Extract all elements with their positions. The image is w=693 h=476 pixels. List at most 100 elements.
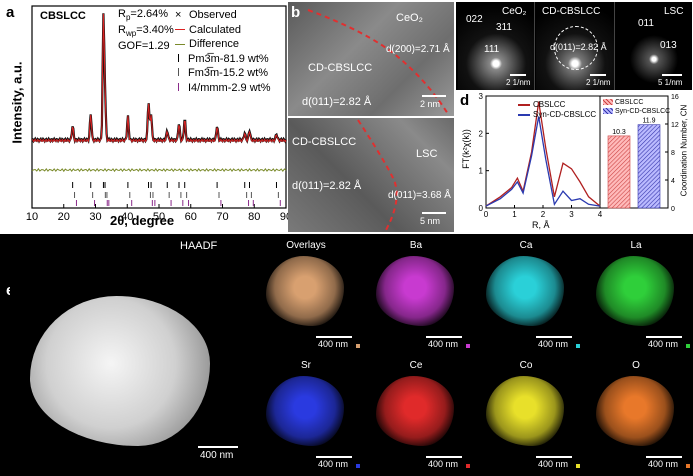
eds-scale-bar <box>426 456 462 458</box>
cdcbslcc-label-b2: CD-CBSLCC <box>292 136 357 148</box>
eds-tile-ce: Ce 400 nm <box>362 356 470 472</box>
xrd-ylabel: Intensity, a.u. <box>9 61 25 144</box>
xrd-x-tick-label: 80 <box>248 211 260 223</box>
cn-legend: CBSLCC Syn-CD-CBSLCC <box>603 98 670 116</box>
scale-bar-b1 <box>422 95 446 97</box>
cn-y-tick-label: 8 <box>671 150 675 157</box>
lsc-label-b: LSC <box>416 148 438 160</box>
panel-a-label: a <box>6 4 15 21</box>
saed-tile-cd: CD-CBSLCC d(011)=2.82 Å 2 1/nm <box>536 2 615 90</box>
panel-a: 10 20 30 40 50 60 70 80 90 a CBSLCC Rp=2.64% Rwp… <box>0 0 290 230</box>
xrd-x-tick-label: 40 <box>121 211 133 223</box>
eds-scale-bar <box>426 336 462 338</box>
eds-color-swatch <box>466 464 470 468</box>
saed-spot-013: 013 <box>660 40 677 51</box>
eds-blob <box>486 376 564 446</box>
cn-bar-1 <box>637 124 661 209</box>
xrd-gof: GOF=1.29 <box>118 40 170 52</box>
saed-title-cd: CD-CBSLCC <box>542 6 601 17</box>
eds-tile-sr: Sr 400 nm <box>252 356 360 472</box>
eds-color-swatch <box>356 464 360 468</box>
panel-d-label: d <box>460 92 470 109</box>
legend-difference: Difference <box>175 37 271 52</box>
d011-label-b3: d(011)=3.68 Å <box>388 190 451 201</box>
eds-tile-title: La <box>630 240 642 251</box>
xrd-x-tick-label: 90 <box>280 211 290 223</box>
eds-tile-la: La 400 nm <box>582 236 690 352</box>
legend-calculated: Calculated <box>175 23 271 38</box>
eds-scale-label: 400 nm <box>648 459 679 469</box>
xrd-x-tick-label: 70 <box>216 211 228 223</box>
exafs-y-tick-label: 0 <box>479 204 484 213</box>
haadf-particle <box>30 296 210 446</box>
exafs-legend: CBSLCC Syn-CD-CBSLCC <box>518 100 596 120</box>
eds-scale-bar <box>646 336 682 338</box>
exafs-x-tick-label: 1 <box>512 210 517 219</box>
exafs-xlabel: R, Å <box>532 220 550 230</box>
saed-title-lsc: LSC <box>664 6 684 17</box>
eds-scale-bar <box>646 456 682 458</box>
xrd-rp: Rp=2.64% <box>118 8 169 23</box>
eds-tile-title: Ca <box>519 240 533 251</box>
saed-scale-2: 2 1/nm <box>586 78 611 87</box>
cn-ylabel: Coordination Number, CN <box>679 104 689 197</box>
saed-scale-bar-2 <box>590 74 606 76</box>
eds-tile-title: O <box>632 360 640 371</box>
eds-tile-ca: Ca 400 nm <box>472 236 580 352</box>
eds-scale-bar <box>316 336 352 338</box>
saed-spot-111: 111 <box>484 44 500 55</box>
eds-scale-label: 400 nm <box>538 459 569 469</box>
d200-label: d(200)=2.71 Å <box>386 44 450 55</box>
exafs-y-tick-label: 2 <box>479 129 484 138</box>
eds-color-swatch <box>686 464 690 468</box>
haadf-scale-bar <box>198 446 238 448</box>
xrd-legend: × Observed Calculated Difference Pm3̅m-81… <box>175 8 271 95</box>
xrd-x-tick-label: 60 <box>185 211 197 223</box>
eds-tile-ba: Ba 400 nm <box>362 236 470 352</box>
panel-b-label: b <box>291 4 301 21</box>
boundary-line-top <box>307 9 449 115</box>
eds-scale-label: 400 nm <box>538 339 569 349</box>
xrd-calculated <box>31 13 287 143</box>
eds-scale-label: 400 nm <box>428 339 459 349</box>
eds-color-swatch <box>356 344 360 348</box>
xrd-rwp: Rwp=3.40% <box>118 24 174 39</box>
legend-phase-2: Fm3̅m-15.2 wt% <box>175 66 271 81</box>
boundary-line-bottom <box>357 119 398 231</box>
exafs-x-tick-label: 4 <box>598 210 603 219</box>
haadf-image: HAADF 400 nm <box>10 236 250 474</box>
eds-tile-title: Ba <box>409 240 423 251</box>
eds-blob <box>266 256 344 326</box>
panel-b-bottom-image: CD-CBSLCC LSC d(011)=2.82 Å d(011)=3.68 … <box>288 118 454 232</box>
cn-bar-value: 10.3 <box>612 129 626 136</box>
scale-label-b2: 5 nm <box>420 216 441 226</box>
exafs-series-1 <box>485 116 601 207</box>
cn-legend-cbslcc: CBSLCC <box>603 98 670 107</box>
eds-map-grid: Overlays 400 nm Ba 400 nm Ca 400 nm La 400 nm Sr… <box>252 236 692 474</box>
eds-tile-co: Co 400 nm <box>472 356 580 472</box>
saed-d011: d(011)=2.82 Å <box>550 42 607 52</box>
eds-scale-bar <box>536 336 572 338</box>
eds-tile-title: Sr <box>301 360 311 371</box>
eds-blob <box>486 256 564 326</box>
saed-scale-bar-1 <box>510 74 526 76</box>
eds-scale-label: 400 nm <box>318 459 349 469</box>
cn-bar-0 <box>607 135 631 209</box>
legend-observed: × Observed <box>175 9 237 21</box>
cn-legend-syn: Syn-CD-CBSLCC <box>603 107 670 116</box>
saed-ring <box>554 26 598 70</box>
xrd-x-tick-label: 30 <box>89 211 101 223</box>
xrd-xlabel: 2θ, degree <box>110 213 175 228</box>
eds-scale-label: 400 nm <box>648 339 679 349</box>
exafs-ylabel: FT(k²χ(k)) <box>461 129 471 169</box>
saed-tile-ceo2: CeO₂ 022 311 111 2 1/nm <box>458 2 535 90</box>
panel-b-top-image: b CeO₂ d(200)=2.71 Å CD-CBSLCC d(011)=2.… <box>288 2 454 116</box>
eds-blob <box>596 256 674 326</box>
exafs-x-tick-label: 2 <box>541 210 546 219</box>
saed-scale-bar-3 <box>662 74 682 76</box>
eds-tile-title: Overlays <box>286 240 326 251</box>
cn-y-tick-label: 0 <box>671 206 675 213</box>
eds-color-swatch <box>466 344 470 348</box>
